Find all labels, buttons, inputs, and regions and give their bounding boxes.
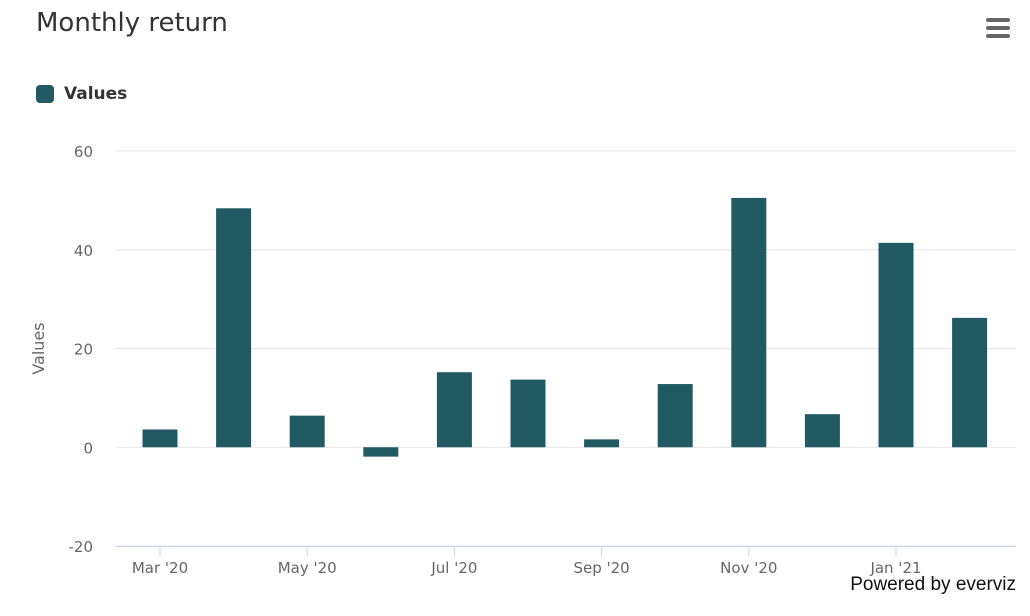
hamburger-menu-icon[interactable] (983, 15, 1013, 41)
x-tick-label: Mar '20 (132, 559, 188, 577)
y-tick-label: 60 (74, 143, 93, 161)
x-tick-label: Sep '20 (573, 559, 629, 577)
bar (436, 372, 472, 448)
legend-item-values[interactable]: Values (36, 83, 127, 105)
y-tick-label: 20 (74, 341, 93, 359)
y-tick-label: 40 (74, 242, 93, 260)
bar (289, 415, 325, 448)
chart-title: Monthly return (36, 8, 228, 38)
y-tick-label: 0 (83, 439, 93, 457)
y-axis-title: Values (29, 322, 48, 374)
bar (142, 429, 178, 448)
bar (510, 379, 546, 448)
legend-swatch (36, 85, 54, 103)
bar (804, 414, 840, 448)
x-tick-label: Jan '21 (869, 559, 921, 577)
x-tick-label: Nov '20 (720, 559, 777, 577)
legend-label: Values (64, 84, 128, 104)
bar (363, 447, 399, 457)
bar (216, 208, 252, 448)
x-tick-label: May '20 (278, 559, 337, 577)
bar (878, 242, 914, 448)
bar (952, 317, 988, 448)
bar (657, 384, 693, 448)
x-tick-label: Jul '20 (430, 559, 477, 577)
credits-link[interactable]: Powered by everviz (850, 574, 1016, 595)
bar (731, 197, 767, 448)
bar (584, 439, 620, 448)
y-tick-label: -20 (69, 538, 94, 556)
